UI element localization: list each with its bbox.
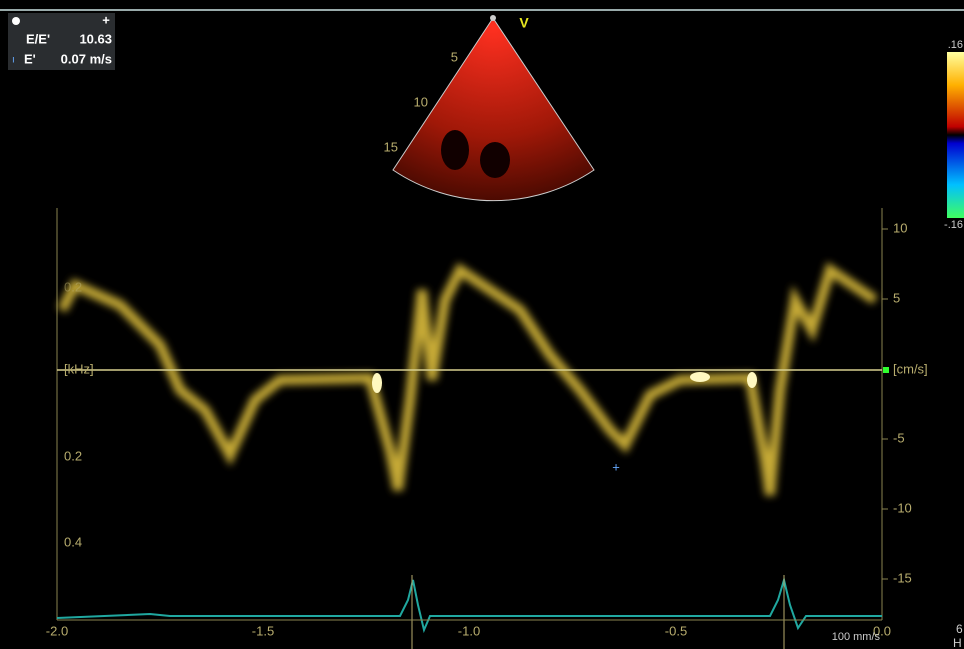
right-label: -5 <box>893 430 905 445</box>
time-label: -1.5 <box>252 623 274 638</box>
sweep-speed: 100 mm/s <box>832 631 881 643</box>
left-label: 0.2 <box>64 279 82 294</box>
left-label: 0.4 <box>64 534 82 549</box>
doppler-highlight <box>372 372 757 393</box>
right-label: 5 <box>893 290 900 305</box>
time-label: 0.0 <box>873 623 891 638</box>
color-bar-top: .16 <box>948 39 963 51</box>
chamber <box>480 142 510 178</box>
measure-label: E/E' <box>26 31 50 46</box>
color-bar <box>947 52 964 218</box>
edge-label: 6 <box>956 622 963 636</box>
edge-label: H <box>953 636 962 649</box>
depth-label: 15 <box>384 139 398 154</box>
left-label: [kHz] <box>64 361 94 376</box>
right-label: [cm/s] <box>893 361 928 376</box>
apex <box>490 15 496 21</box>
time-label: -2.0 <box>46 623 68 638</box>
right-label: -15 <box>893 570 912 585</box>
time-label: -0.5 <box>665 623 687 638</box>
measure-value: 0.07 m/s <box>61 51 112 66</box>
left-label: 0.2 <box>64 448 82 463</box>
measurement-box[interactable] <box>8 13 115 70</box>
depth-label: 10 <box>414 94 428 109</box>
ecg-trace <box>56 576 882 634</box>
marker: ı <box>12 55 15 66</box>
right-label: -10 <box>893 500 912 515</box>
measure-value: 10.63 <box>79 31 112 46</box>
right-labels: 10 5 [cm/s] -5 -10 -15 <box>893 220 928 585</box>
chamber <box>441 130 469 170</box>
depth-label: 5 <box>451 49 458 64</box>
measure-label: E' <box>24 51 36 66</box>
right-ticks <box>882 228 888 580</box>
doppler-trace <box>57 262 878 496</box>
color-bar-bottom: -.16 <box>944 219 963 231</box>
baseline-handle[interactable] <box>883 367 889 373</box>
cursor: + <box>612 459 620 474</box>
mode-label: V <box>519 15 529 31</box>
move-icon[interactable]: + <box>102 12 110 27</box>
right-label: 10 <box>893 220 907 235</box>
box-icon[interactable] <box>12 17 20 25</box>
time-label: -1.0 <box>458 623 480 638</box>
